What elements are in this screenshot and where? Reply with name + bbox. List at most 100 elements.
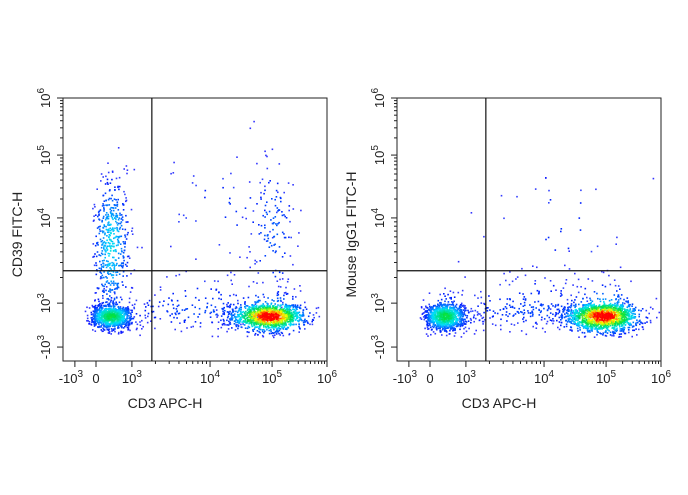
event-dot xyxy=(479,319,481,321)
event-dot xyxy=(538,292,540,294)
event-dot xyxy=(559,312,561,314)
event-dot xyxy=(284,322,286,324)
event-dot xyxy=(244,301,246,303)
event-dot xyxy=(102,260,104,262)
event-dot xyxy=(272,223,274,225)
event-dot xyxy=(236,324,238,326)
event-dot xyxy=(191,326,193,328)
event-dot xyxy=(107,182,109,184)
event-dot xyxy=(456,307,458,309)
event-dot xyxy=(445,298,447,300)
event-dot xyxy=(112,171,114,173)
event-dot xyxy=(245,207,247,209)
event-dot xyxy=(121,326,123,328)
event-dot xyxy=(620,336,622,338)
event-dot xyxy=(523,305,525,307)
event-dot xyxy=(114,186,116,188)
event-dot xyxy=(94,322,96,324)
event-dot xyxy=(136,328,138,330)
event-dot xyxy=(249,316,251,318)
event-dot xyxy=(282,215,284,217)
event-dot xyxy=(482,323,484,325)
event-dot xyxy=(107,246,109,248)
event-dot xyxy=(581,324,583,326)
event-dot xyxy=(222,187,224,189)
event-dot xyxy=(259,321,261,323)
event-dot xyxy=(135,321,137,323)
event-dot xyxy=(539,314,541,316)
event-dot xyxy=(441,334,443,336)
event-dot xyxy=(579,327,581,329)
event-dot xyxy=(105,204,107,206)
event-dot xyxy=(113,316,115,318)
event-dot xyxy=(101,230,103,232)
event-dot xyxy=(260,232,262,234)
event-dot xyxy=(575,319,577,321)
event-dot xyxy=(93,256,95,258)
event-dot xyxy=(278,291,280,293)
event-dot xyxy=(245,318,247,320)
event-dot xyxy=(99,210,101,212)
event-dot xyxy=(579,329,581,331)
event-dot xyxy=(232,317,234,319)
event-dot xyxy=(123,257,125,259)
event-dot xyxy=(117,244,119,246)
event-dot xyxy=(555,314,557,316)
event-dot xyxy=(101,221,103,223)
event-dot xyxy=(276,318,278,320)
event-dot xyxy=(235,306,237,308)
event-dot xyxy=(109,238,111,240)
event-dot xyxy=(212,336,214,338)
event-dot xyxy=(594,336,596,338)
event-dot xyxy=(626,309,628,311)
event-dot xyxy=(293,311,295,313)
tick-base: 10 xyxy=(38,94,53,108)
event-dot xyxy=(118,236,120,238)
event-dot xyxy=(620,330,622,332)
event-dot xyxy=(503,308,505,310)
event-dot xyxy=(185,290,187,292)
event-dot xyxy=(104,257,106,259)
event-dot xyxy=(102,297,104,299)
event-dot xyxy=(627,297,629,299)
event-dot xyxy=(609,300,611,302)
event-dot xyxy=(433,323,435,325)
event-dot xyxy=(178,214,180,216)
event-dot xyxy=(318,307,320,309)
event-dot xyxy=(426,333,428,335)
event-dot xyxy=(287,281,289,283)
event-dot xyxy=(218,298,220,300)
event-dot xyxy=(283,311,285,313)
event-dot xyxy=(111,297,113,299)
event-dot xyxy=(126,173,128,175)
event-dot xyxy=(232,309,234,311)
event-dot xyxy=(248,297,250,299)
event-dot xyxy=(119,214,121,216)
event-dot xyxy=(527,310,529,312)
event-dot xyxy=(121,262,123,264)
event-dot xyxy=(295,296,297,298)
event-dot xyxy=(463,312,465,314)
event-dot xyxy=(123,317,125,319)
event-dot xyxy=(213,309,215,311)
event-dot xyxy=(653,178,655,180)
event-dot xyxy=(458,292,460,294)
event-dot xyxy=(105,318,107,320)
event-dot xyxy=(473,317,475,319)
event-dot xyxy=(283,335,285,337)
event-dot xyxy=(474,314,476,316)
event-dot xyxy=(283,295,285,297)
event-dot xyxy=(112,300,114,302)
event-dot xyxy=(101,304,103,306)
event-dot xyxy=(144,315,146,317)
event-dot xyxy=(531,306,533,308)
event-dot xyxy=(125,264,127,266)
event-dot xyxy=(618,299,620,301)
event-dot xyxy=(461,318,463,320)
event-dot xyxy=(256,322,258,324)
event-dot xyxy=(631,316,633,318)
event-dot xyxy=(252,317,254,319)
event-dot xyxy=(290,320,292,322)
event-dot xyxy=(93,220,95,222)
event-dot xyxy=(572,323,574,325)
